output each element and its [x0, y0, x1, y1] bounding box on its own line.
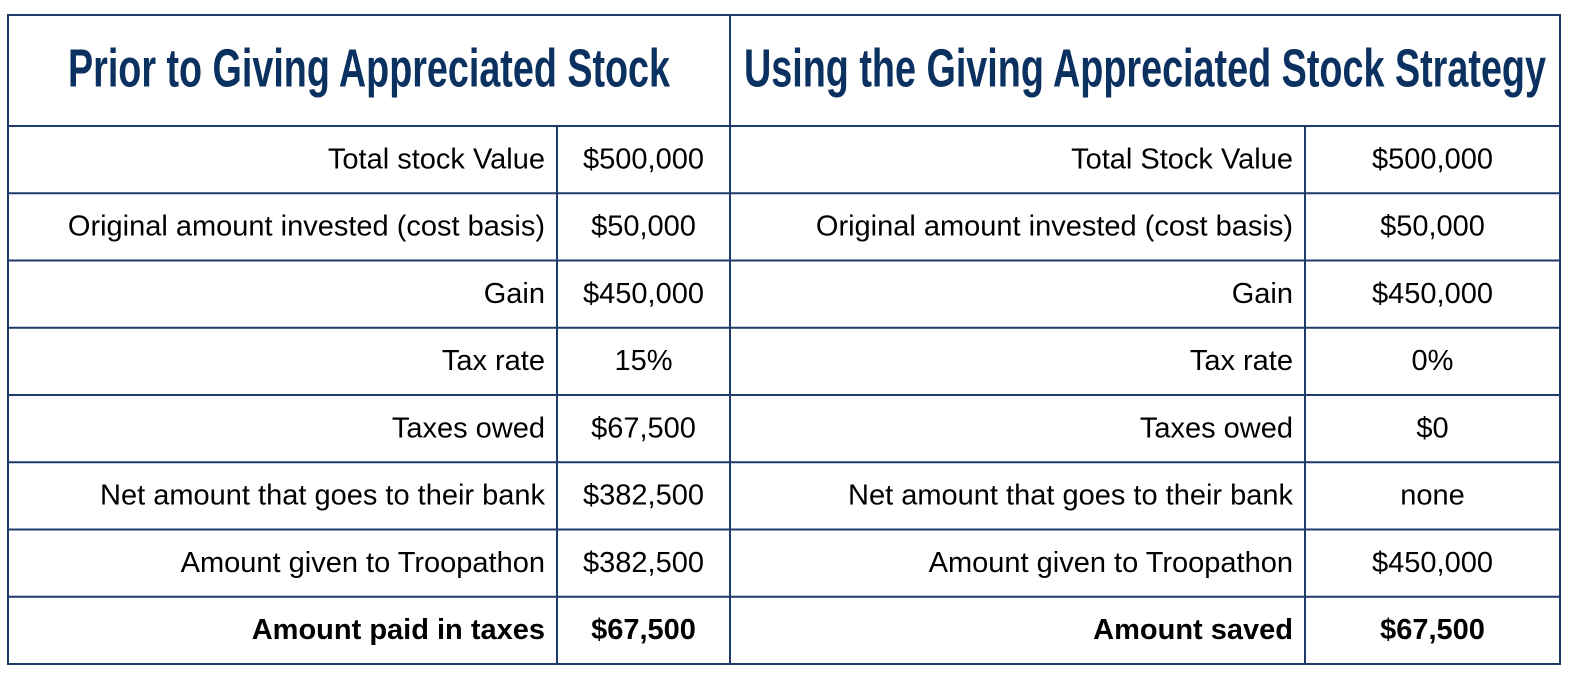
- row-label: Tax rate: [1190, 345, 1293, 377]
- row-label: Taxes owed: [392, 412, 545, 444]
- row-label: Amount paid in taxes: [252, 614, 545, 646]
- row-value: $450,000: [1372, 278, 1493, 310]
- row-value: $50,000: [1380, 211, 1485, 243]
- row-label: Tax rate: [442, 345, 545, 377]
- row-label: Original amount invested (cost basis): [816, 211, 1293, 243]
- table-title: Prior to Giving Appreciated Stock: [68, 38, 671, 98]
- row-value: $450,000: [1372, 547, 1493, 579]
- row-value: $67,500: [591, 412, 696, 444]
- row-label: Amount given to Troopathon: [181, 547, 545, 579]
- row-value: none: [1400, 480, 1465, 512]
- row-label: Amount given to Troopathon: [929, 547, 1293, 579]
- row-value: $67,500: [591, 614, 696, 646]
- row-value: 0%: [1412, 345, 1454, 377]
- row-label: Taxes owed: [1140, 412, 1293, 444]
- table-title: Using the Giving Appreciated Stock Strat…: [744, 38, 1546, 98]
- row-label: Net amount that goes to their bank: [848, 480, 1293, 512]
- row-label: Gain: [484, 278, 545, 310]
- row-label: Amount saved: [1093, 614, 1293, 646]
- row-label: Total stock Value: [328, 143, 545, 175]
- row-value: $382,500: [583, 547, 704, 579]
- row-value: $67,500: [1380, 614, 1485, 646]
- row-label: Original amount invested (cost basis): [68, 211, 545, 243]
- row-value: $500,000: [1372, 143, 1493, 175]
- row-value: $500,000: [583, 143, 704, 175]
- row-label: Total Stock Value: [1071, 143, 1293, 175]
- row-value: $450,000: [583, 278, 704, 310]
- table-border: [7, 14, 1561, 665]
- row-label: Gain: [1232, 278, 1293, 310]
- row-value: $50,000: [591, 211, 696, 243]
- row-value: $0: [1416, 412, 1448, 444]
- row-value: 15%: [614, 345, 672, 377]
- row-value: $382,500: [583, 480, 704, 512]
- row-label: Net amount that goes to their bank: [100, 480, 545, 512]
